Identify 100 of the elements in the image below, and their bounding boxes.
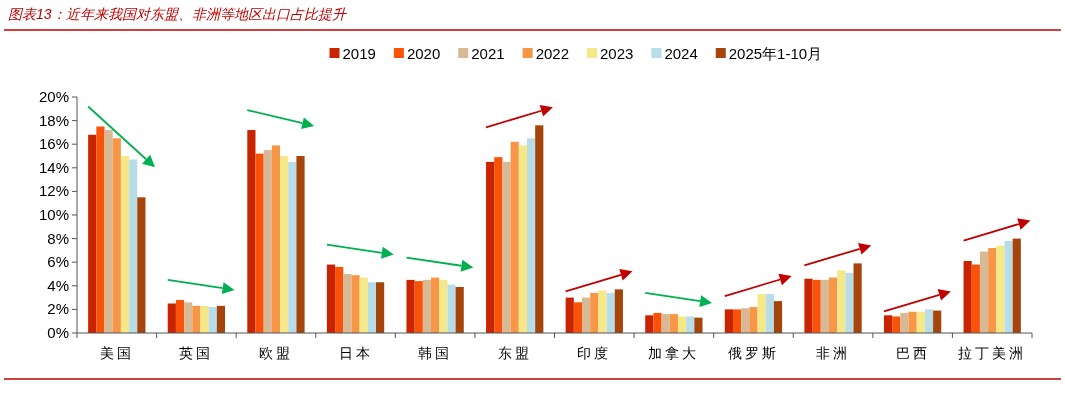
x-tick-label: 巴西 bbox=[895, 345, 930, 361]
chart-title: 图表13：近年来我国对东盟、非洲等地区出口占比提升 bbox=[8, 6, 347, 22]
bar bbox=[167, 303, 176, 333]
bar bbox=[614, 289, 623, 333]
y-tick-label: 18% bbox=[38, 111, 69, 129]
x-tick-label: 拉丁美洲 bbox=[958, 345, 1027, 361]
bar bbox=[216, 305, 226, 333]
bar bbox=[263, 150, 272, 333]
bar bbox=[669, 314, 678, 333]
legend-label: 2022 bbox=[535, 45, 569, 62]
bar bbox=[296, 156, 305, 333]
bar bbox=[812, 279, 821, 333]
bar bbox=[996, 245, 1005, 333]
y-tick-label: 20% bbox=[38, 88, 69, 105]
bar bbox=[979, 251, 989, 333]
bar bbox=[916, 311, 925, 333]
bar bbox=[582, 297, 591, 333]
legend-label: 2023 bbox=[600, 45, 634, 62]
bar bbox=[686, 316, 695, 333]
bar bbox=[963, 261, 972, 333]
bar bbox=[573, 302, 583, 333]
bar bbox=[255, 153, 264, 333]
bar bbox=[288, 161, 297, 333]
legend-label: 2019 bbox=[342, 45, 376, 62]
bar bbox=[694, 317, 703, 333]
bar bbox=[900, 312, 909, 333]
bar bbox=[837, 270, 846, 333]
bar bbox=[494, 157, 503, 333]
x-tick-label: 俄罗斯 bbox=[727, 345, 779, 361]
bar bbox=[1012, 238, 1021, 333]
legend-label: 2021 bbox=[471, 45, 505, 62]
y-tick-label: 14% bbox=[38, 158, 69, 176]
bar bbox=[367, 282, 377, 333]
bar bbox=[732, 309, 742, 333]
bar bbox=[892, 316, 901, 333]
bar bbox=[828, 277, 838, 333]
legend-label: 2020 bbox=[406, 45, 441, 62]
bar bbox=[175, 299, 185, 333]
bar bbox=[757, 294, 766, 333]
bar bbox=[1004, 240, 1013, 333]
bar bbox=[271, 145, 281, 333]
y-tick-label: 16% bbox=[38, 135, 69, 153]
bar bbox=[502, 161, 511, 333]
x-tick-label: 印度 bbox=[577, 345, 612, 361]
bar bbox=[661, 314, 670, 333]
bar bbox=[359, 277, 368, 333]
bar bbox=[804, 278, 813, 333]
bar bbox=[510, 141, 519, 333]
bar bbox=[535, 125, 544, 333]
x-tick-label: 东盟 bbox=[497, 345, 532, 361]
bar bbox=[820, 279, 829, 333]
bar bbox=[247, 130, 256, 333]
bar bbox=[565, 297, 574, 333]
y-tick-label: 6% bbox=[47, 253, 69, 271]
bar bbox=[749, 307, 758, 333]
bar bbox=[883, 315, 893, 333]
x-tick-label: 加拿大 bbox=[648, 345, 700, 361]
bar bbox=[208, 307, 217, 333]
bar bbox=[518, 145, 527, 333]
bar bbox=[645, 315, 654, 333]
bar bbox=[724, 309, 733, 333]
y-tick-label: 8% bbox=[47, 229, 69, 247]
bar bbox=[326, 264, 336, 333]
bar bbox=[741, 308, 750, 333]
bar bbox=[414, 281, 423, 333]
bar bbox=[104, 130, 113, 333]
legend-label: 2024 bbox=[664, 45, 698, 62]
bar bbox=[112, 138, 121, 333]
bar bbox=[526, 138, 536, 333]
bar bbox=[88, 134, 97, 333]
bar bbox=[924, 309, 934, 333]
bar bbox=[908, 311, 917, 333]
bar bbox=[606, 292, 615, 333]
bar bbox=[773, 301, 783, 333]
bar bbox=[853, 263, 862, 333]
bar bbox=[439, 279, 448, 333]
bar bbox=[933, 310, 942, 333]
bar bbox=[376, 282, 385, 333]
x-tick-label: 英国 bbox=[179, 345, 214, 361]
x-tick-label: 韩国 bbox=[418, 345, 453, 361]
bar bbox=[335, 266, 344, 333]
y-tick-label: 4% bbox=[47, 276, 69, 294]
bar bbox=[280, 156, 289, 333]
x-tick-label: 非洲 bbox=[816, 345, 851, 361]
bar bbox=[422, 279, 432, 333]
bar bbox=[184, 302, 193, 333]
bar bbox=[200, 305, 209, 333]
x-tick-label: 美国 bbox=[99, 345, 134, 361]
y-tick-label: 0% bbox=[47, 324, 69, 341]
bar bbox=[988, 248, 997, 333]
bar bbox=[598, 290, 607, 333]
bar bbox=[137, 197, 146, 333]
legend-label: 2025年1-10月 bbox=[728, 45, 823, 62]
y-tick-label: 10% bbox=[38, 206, 69, 223]
bar bbox=[486, 161, 495, 333]
bar bbox=[653, 312, 662, 333]
bar bbox=[343, 274, 352, 333]
bar bbox=[677, 316, 687, 333]
bar bbox=[590, 292, 599, 333]
x-tick-label: 日本 bbox=[338, 345, 373, 361]
